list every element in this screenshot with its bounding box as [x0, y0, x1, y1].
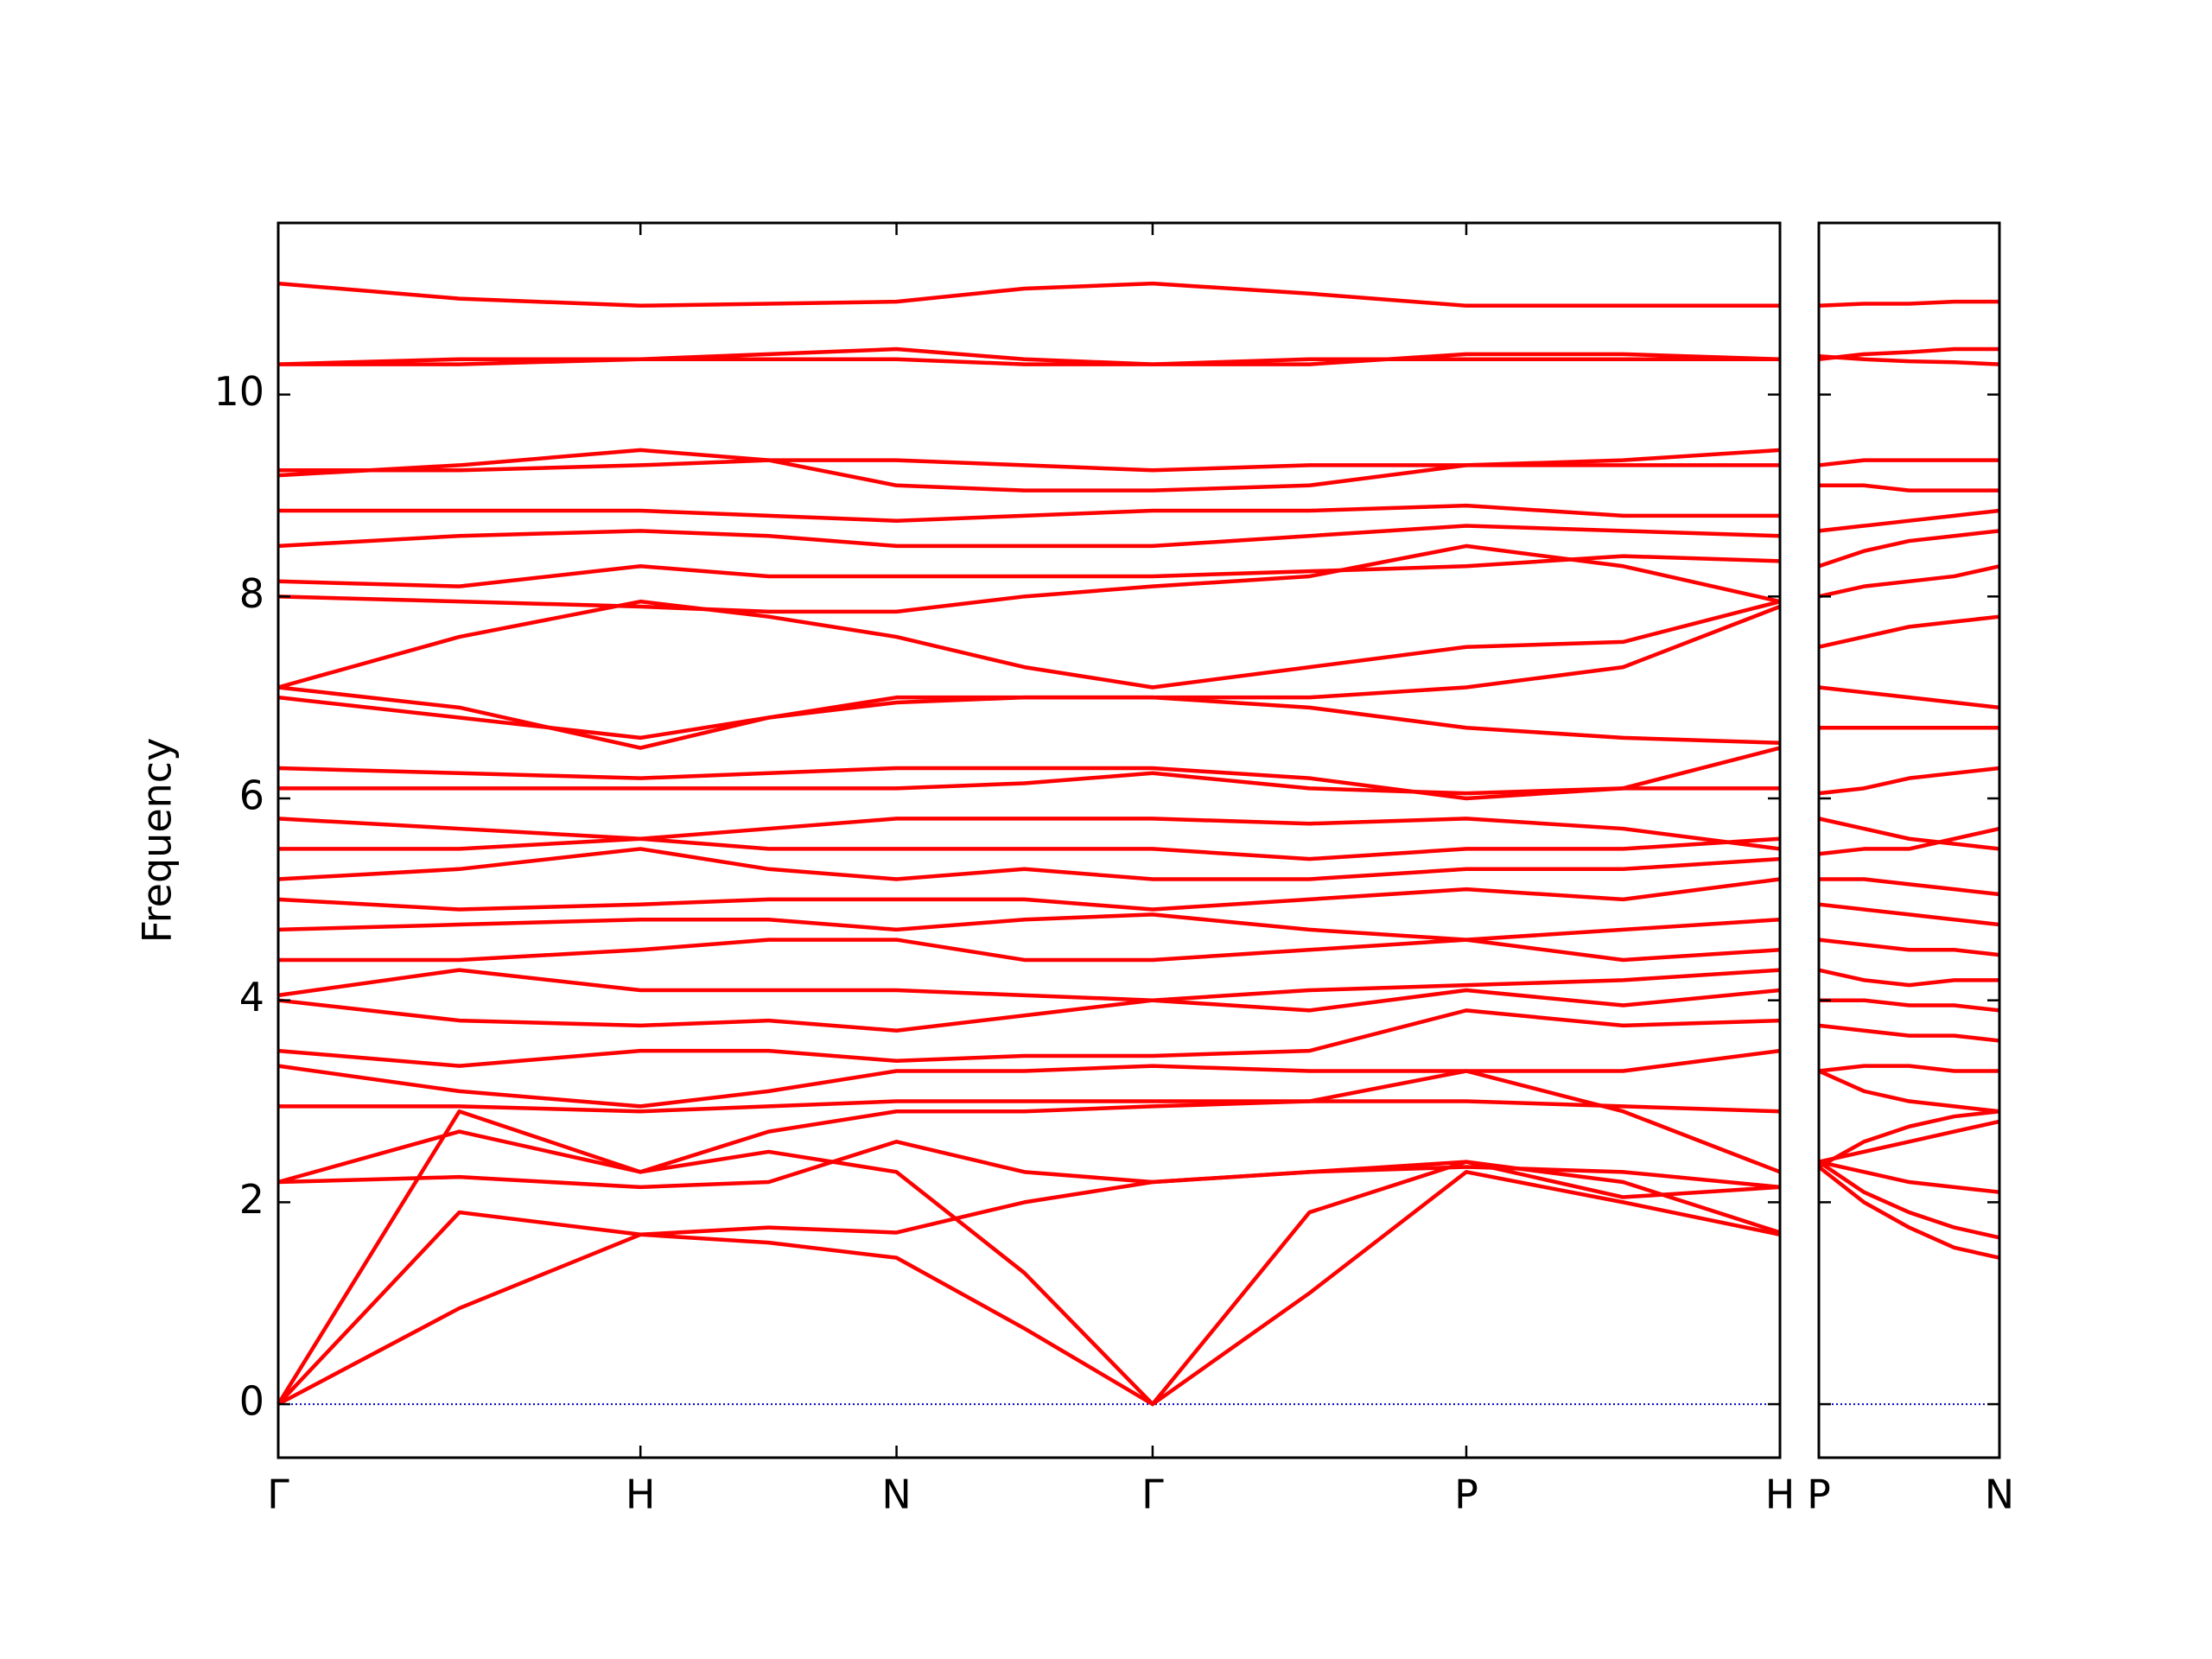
band-line [277, 1048, 1781, 1109]
band-line [1818, 685, 2000, 710]
band-line [277, 599, 1781, 690]
band-line [1818, 938, 2000, 957]
y-tick-label: 10 [213, 368, 264, 415]
band-line [1818, 458, 1999, 467]
band-line [278, 771, 1780, 796]
band-line [277, 1140, 1781, 1199]
y-tick-label: 6 [239, 772, 264, 819]
band-line [277, 817, 1781, 851]
band-line [276, 1109, 1781, 1407]
band-line [1818, 353, 2000, 366]
band-line [1818, 1023, 2000, 1043]
x-tick-label: P [1807, 1471, 1831, 1518]
band-line [1817, 1160, 2000, 1240]
band-line [278, 503, 1780, 523]
band-line [1818, 817, 2000, 851]
band-line [1818, 826, 2000, 856]
band-line [276, 1170, 1781, 1407]
band-line [277, 1008, 1781, 1068]
plot-frame [276, 221, 1782, 1459]
band-line [1817, 1109, 2000, 1169]
x-tick-label: Γ [267, 1471, 289, 1518]
y-tick-label: 0 [239, 1378, 264, 1425]
band-line [1818, 902, 2000, 927]
band-line [278, 938, 1781, 963]
band-line [1818, 564, 2000, 599]
x-tick-label: Γ [1141, 1471, 1164, 1518]
band-line [1818, 1160, 2000, 1194]
band-line [1818, 766, 2000, 796]
band-line [277, 281, 1780, 308]
x-tick-label: P [1454, 1471, 1478, 1518]
plot-frame [1817, 221, 2001, 1459]
band-line [1817, 1165, 2000, 1260]
band-line [277, 746, 1781, 801]
band-line [277, 604, 1781, 750]
x-tick-label: H [1765, 1471, 1796, 1518]
band-line [278, 1099, 1781, 1114]
band-line [1818, 346, 1999, 361]
x-tick-label: H [626, 1471, 656, 1518]
band-line [277, 912, 1781, 942]
band-line [277, 968, 1781, 1002]
y-tick-label: 8 [239, 570, 264, 617]
band-line [1818, 529, 2000, 569]
y-axis-label: Frequency [134, 738, 181, 944]
band-line [277, 554, 1781, 588]
band-line [1819, 877, 2000, 897]
band-line [1818, 508, 2000, 533]
x-tick-label: N [1985, 1471, 2014, 1518]
band-line [277, 877, 1781, 912]
x-tick-label: N [881, 1471, 911, 1518]
y-tick-label: 4 [239, 974, 264, 1020]
band-line [276, 1165, 1781, 1406]
band-line [277, 543, 1781, 614]
band-line [1818, 1069, 2000, 1114]
band-line [277, 847, 1781, 881]
band-line [277, 695, 1781, 745]
band-line [277, 1069, 1781, 1185]
band-line [1819, 998, 2000, 1013]
band-line [277, 988, 1781, 1033]
band-line [1818, 1119, 2000, 1164]
y-tick-label: 2 [239, 1176, 264, 1223]
band-line [278, 352, 1781, 366]
band-line [1818, 1064, 1999, 1073]
band-line [1818, 299, 1999, 308]
band-line [277, 524, 1781, 549]
band-line [278, 836, 1781, 861]
band-line [1818, 968, 1999, 988]
band-line [1818, 614, 2000, 649]
band-line [1819, 483, 1999, 493]
band-line [278, 458, 1780, 473]
